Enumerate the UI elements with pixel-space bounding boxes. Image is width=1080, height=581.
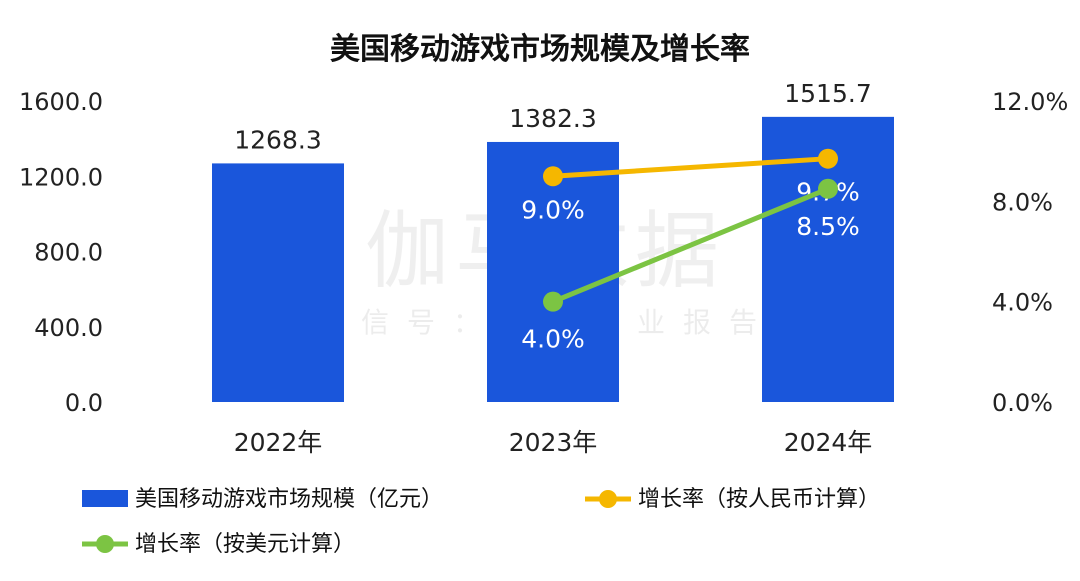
category-label: 2024年: [784, 428, 873, 457]
bar-value-label: 1382.3: [509, 104, 596, 133]
line-series: 9.0%9.7%4.0%8.5%: [521, 148, 860, 354]
legend: 美国移动游戏市场规模（亿元） 增长率（按人民币计算） 增长率（按美元计算）: [82, 487, 880, 557]
x-axis: 2022年 2023年 2024年: [234, 428, 873, 457]
legend-swatch-marker: [96, 535, 114, 553]
bar-data-labels: 1268.3 1382.3 1515.7: [234, 79, 871, 155]
left-tick-label: 1600.0: [19, 88, 103, 116]
data-point: [543, 291, 563, 312]
right-tick-label: 8.0%: [992, 188, 1053, 216]
line-value-label: 9.0%: [521, 195, 585, 224]
data-point: [818, 148, 838, 169]
left-tick-label: 1200.0: [19, 163, 103, 191]
legend-label: 美国移动游戏市场规模（亿元）: [135, 487, 443, 512]
left-tick-label: 0.0: [65, 389, 103, 417]
left-tick-label: 400.0: [34, 314, 103, 342]
series-line: [552, 156, 829, 179]
line-value-label: 8.5%: [796, 212, 860, 241]
bar: [212, 163, 344, 402]
right-tick-label: 0.0%: [992, 389, 1053, 417]
data-point: [818, 178, 838, 199]
legend-swatch-marker: [599, 490, 617, 508]
series-line: [552, 186, 829, 304]
left-axis: 0.0 400.0 800.0 1200.0 1600.0: [19, 88, 103, 417]
line-value-label: 4.0%: [521, 325, 585, 354]
chart-title: 美国移动游戏市场规模及增长率: [330, 32, 750, 67]
category-label: 2023年: [509, 428, 598, 457]
bar-value-label: 1515.7: [784, 79, 871, 108]
right-tick-label: 12.0%: [992, 88, 1068, 116]
data-point: [543, 166, 563, 187]
legend-swatch-bar: [82, 490, 128, 507]
right-axis: 0.0% 4.0% 8.0% 12.0%: [992, 88, 1068, 417]
legend-label: 增长率（按人民币计算）: [638, 487, 880, 512]
bar-value-label: 1268.3: [234, 125, 321, 154]
right-tick-label: 4.0%: [992, 289, 1053, 317]
left-tick-label: 800.0: [34, 239, 103, 267]
legend-label: 增长率（按美元计算）: [135, 532, 355, 557]
category-label: 2022年: [234, 428, 323, 457]
